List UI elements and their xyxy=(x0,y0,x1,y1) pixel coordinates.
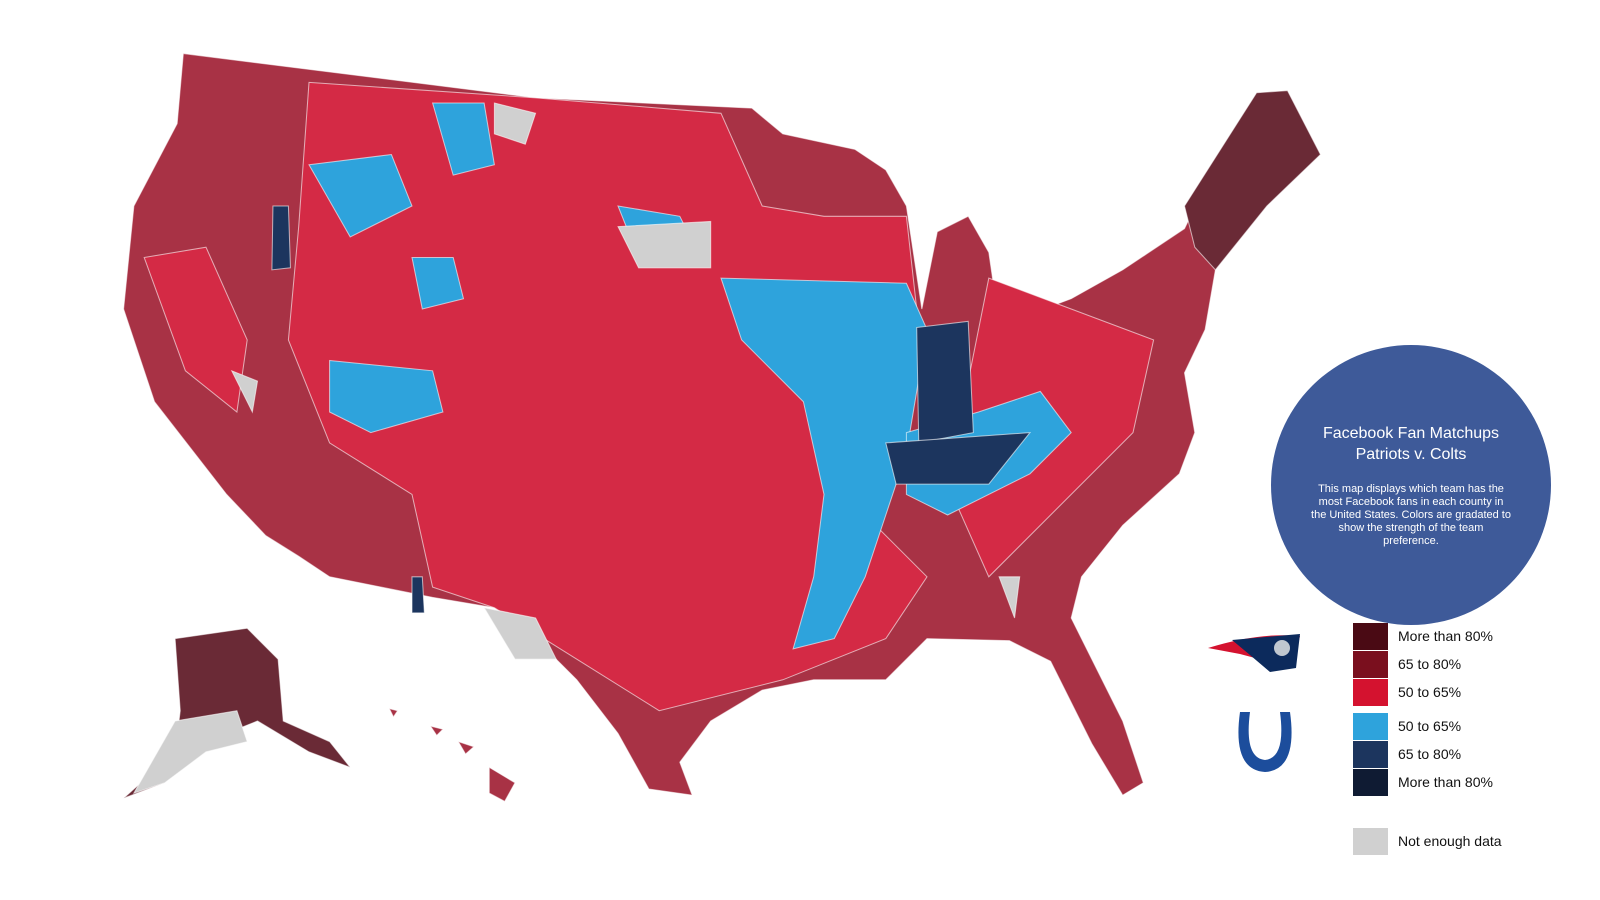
legend-label: 65 to 80% xyxy=(1398,746,1462,762)
region xyxy=(271,205,1032,614)
region xyxy=(308,102,702,310)
legend-label: Not enough data xyxy=(1398,833,1502,849)
legend-swatch xyxy=(1353,769,1388,796)
legend-swatch xyxy=(1353,651,1388,678)
region xyxy=(329,359,444,434)
region xyxy=(287,81,928,712)
hawaii xyxy=(388,707,516,803)
legend-label: 65 to 80% xyxy=(1398,656,1462,672)
region xyxy=(230,102,1021,660)
region xyxy=(916,320,974,444)
legend-label: 50 to 65% xyxy=(1398,718,1462,734)
legend-swatch xyxy=(1353,679,1388,706)
legend-swatch xyxy=(1353,623,1388,650)
legend-label: More than 80% xyxy=(1398,774,1493,790)
patriots-logo xyxy=(1208,634,1300,672)
title: Facebook Fan Matchups xyxy=(1322,424,1500,442)
legend-swatch xyxy=(1353,741,1388,768)
legend-swatch xyxy=(1353,828,1388,855)
legend-label: 50 to 65% xyxy=(1398,684,1462,700)
description: This map displays which team has the mos… xyxy=(1311,482,1511,547)
subtitle: Patriots v. Colts xyxy=(1355,445,1467,463)
colts-logo xyxy=(1238,712,1292,772)
alaska-no-data xyxy=(132,710,248,795)
info-circle: Facebook Fan Matchups Patriots v. Colts … xyxy=(1271,345,1551,625)
region xyxy=(1183,90,1322,271)
legend-label: More than 80% xyxy=(1398,628,1493,644)
legend-swatch xyxy=(1353,713,1388,740)
